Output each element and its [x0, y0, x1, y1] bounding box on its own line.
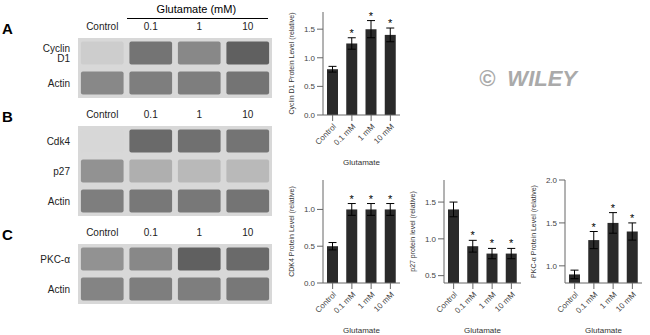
svg-text:0.0: 0.0: [304, 111, 316, 120]
svg-text:1.0: 1.0: [304, 205, 316, 214]
svg-text:*: *: [350, 193, 355, 205]
svg-text:0.1: 0.1: [144, 22, 158, 32]
svg-text:Control: Control: [313, 290, 339, 315]
svg-text:Actin: Actin: [48, 196, 70, 207]
svg-text:1: 1: [196, 228, 202, 238]
svg-text:Glutamate: Glutamate: [464, 326, 501, 333]
svg-text:0.1 mM: 0.1 mM: [332, 122, 357, 147]
html-text:© WILEY: © WILEY: [478, 66, 577, 91]
svg-text:Glutamate: Glutamate: [343, 326, 380, 333]
svg-text:*: *: [369, 193, 374, 205]
svg-text:10 mM: 10 mM: [372, 122, 396, 146]
svg-text:Control: Control: [313, 122, 339, 147]
svg-text:*: *: [350, 27, 355, 39]
svg-text:2.0: 2.0: [546, 176, 558, 185]
svg-text:1.0: 1.0: [304, 54, 316, 63]
svg-text:10: 10: [242, 22, 254, 32]
svg-text:*: *: [509, 237, 514, 249]
svg-text:0.1: 0.1: [144, 228, 158, 238]
svg-text:Actin: Actin: [48, 284, 70, 295]
svg-text:*: *: [388, 193, 393, 205]
svg-text:p27: p27: [53, 166, 70, 177]
svg-text:10: 10: [242, 110, 254, 120]
svg-text:PKC-α Protein Level (relative): PKC-α Protein Level (relative): [530, 185, 538, 278]
svg-text:1 mM: 1 mM: [356, 122, 377, 143]
svg-text:Control: Control: [555, 290, 581, 315]
svg-text:*: *: [630, 212, 635, 224]
svg-text:0.1 mM: 0.1 mM: [574, 290, 599, 315]
svg-text:Glutamate: Glutamate: [343, 158, 380, 165]
svg-text:*: *: [592, 221, 597, 233]
svg-text:CDK4 Protein Level (relative): CDK4 Protein Level (relative): [288, 186, 296, 277]
svg-text:10 mM: 10 mM: [493, 290, 517, 314]
svg-text:*: *: [369, 10, 374, 22]
svg-text:0.1 mM: 0.1 mM: [332, 290, 357, 315]
svg-text:0.1 mM: 0.1 mM: [453, 290, 478, 315]
svg-text:0.5: 0.5: [304, 242, 316, 251]
svg-text:10: 10: [242, 228, 254, 238]
svg-text:*: *: [490, 237, 495, 249]
svg-text:1.5: 1.5: [546, 219, 558, 228]
svg-text:Actin: Actin: [48, 78, 70, 89]
svg-text:10 mM: 10 mM: [614, 290, 638, 314]
svg-text:p27 protein level (relative): p27 protein level (relative): [409, 191, 417, 272]
svg-text:0.1: 0.1: [144, 110, 158, 120]
svg-text:Control: Control: [86, 110, 118, 120]
html-text:B: B: [2, 108, 13, 125]
svg-text:1 mM: 1 mM: [598, 290, 619, 311]
html-text:A: A: [2, 20, 13, 37]
svg-text:1.0: 1.0: [425, 235, 437, 244]
svg-text:*: *: [471, 229, 476, 241]
svg-text:0.0: 0.0: [304, 279, 316, 288]
svg-text:1.5: 1.5: [304, 25, 316, 34]
svg-text:1.0: 1.0: [546, 262, 558, 271]
html-text:Glutamate (mM): Glutamate (mM): [156, 3, 237, 15]
svg-text:1 mM: 1 mM: [356, 290, 377, 311]
svg-text:Control: Control: [434, 290, 460, 315]
svg-text:0.5: 0.5: [425, 271, 437, 280]
svg-text:*: *: [388, 17, 393, 29]
svg-text:1: 1: [196, 22, 202, 32]
svg-text:0.5: 0.5: [304, 82, 316, 91]
svg-text:1: 1: [196, 110, 202, 120]
svg-text:1.5: 1.5: [425, 198, 437, 207]
html-text:C: C: [2, 226, 13, 243]
svg-text:CyclinD1: CyclinD1: [43, 43, 71, 64]
svg-text:*: *: [611, 202, 616, 214]
svg-text:Cdk4: Cdk4: [47, 136, 71, 147]
svg-text:Glutamate: Glutamate: [585, 326, 622, 333]
svg-text:Cyclin D1 Protein Level (relat: Cyclin D1 Protein Level (relative): [288, 13, 296, 115]
svg-text:10 mM: 10 mM: [372, 290, 396, 314]
svg-text:Control: Control: [86, 228, 118, 238]
svg-text:PKC-α: PKC-α: [40, 254, 70, 265]
svg-text:Control: Control: [86, 22, 118, 32]
svg-text:1 mM: 1 mM: [477, 290, 498, 311]
